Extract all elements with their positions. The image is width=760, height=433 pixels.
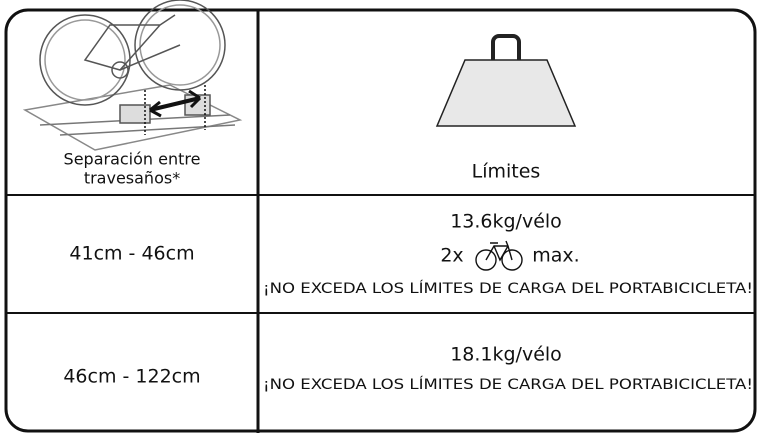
bike-rack-illustration [22,0,243,151]
spacing-label: Separación entre [64,150,201,169]
bike-icon [475,240,523,271]
spacing-value: 41cm - 46cm [69,243,194,265]
spacing-label: travesaños* [84,169,180,188]
limit-value: 18.1kg/vélo [450,344,562,366]
spacing-value: 46cm - 122cm [63,366,200,388]
quantity-suffix: max. [532,245,579,267]
table-border [4,8,757,433]
limit-value: 13.6kg/vélo [450,211,562,233]
weight-icon [435,34,577,127]
warning: ¡NO EXCEDA LOS LÍMITES DE CARGA DEL PORT… [263,376,753,393]
quantity-prefix: 2x [440,245,463,267]
limits-label: Límites [472,161,541,183]
warning: ¡NO EXCEDA LOS LÍMITES DE CARGA DEL PORT… [263,280,753,297]
